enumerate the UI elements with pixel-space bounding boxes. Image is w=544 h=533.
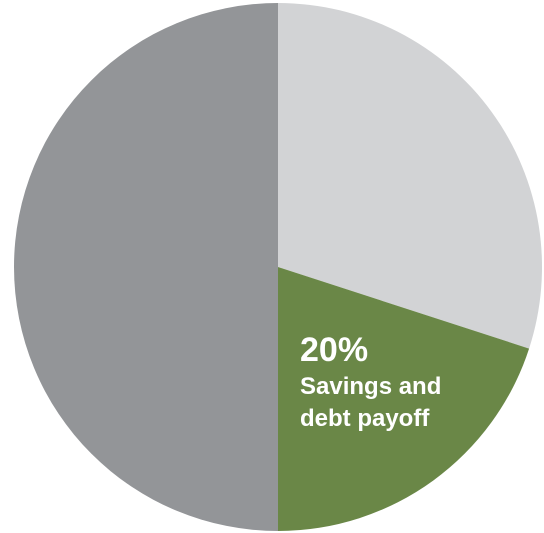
pie-slices (14, 3, 543, 531)
pie-labels: 20% Savings and debt payoff (300, 331, 441, 432)
pie-slice-0 (278, 3, 543, 349)
pie-slice-1 (278, 267, 530, 531)
slice-text-label-1-0: Savings and (300, 373, 441, 400)
pie-slice-2 (14, 3, 278, 531)
slice-percent-label-1: 20% (300, 331, 368, 369)
slice-text-label-1-1: debt payoff (300, 405, 430, 432)
